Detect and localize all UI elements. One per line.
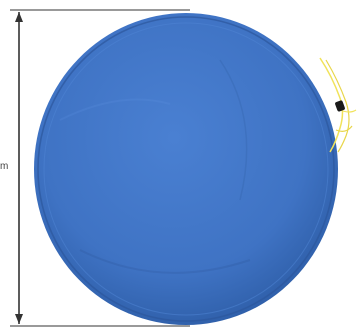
cord-stopper [335,100,345,112]
dimension-label: m [0,161,9,172]
cushion-cover [34,13,338,325]
drawstring-cord [319,57,357,153]
height-dimension-line [10,9,190,327]
